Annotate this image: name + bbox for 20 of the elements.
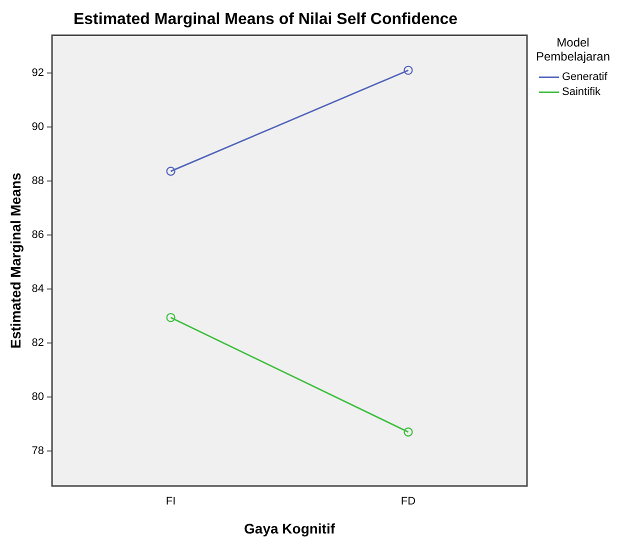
legend-label: Saintifik <box>562 86 602 98</box>
point <box>404 66 413 75</box>
y-tick-label: 88 <box>32 175 44 187</box>
x-axis-title: Gaya Kognitif <box>244 520 336 536</box>
point <box>404 427 413 437</box>
chart-title: Estimated Marginal Means of Nilai Self Confidence <box>73 11 458 28</box>
legend-title: Model Pembelajaran <box>536 36 610 64</box>
y-tick-label: 80 <box>32 390 44 403</box>
y-tick-label: 78 <box>32 444 44 457</box>
y-tick-label: 86 <box>32 228 44 241</box>
point <box>166 312 176 322</box>
x-tick-label: FI <box>166 496 176 508</box>
x-tick-label: FD <box>400 496 416 508</box>
y-tick-label: 82 <box>32 336 44 349</box>
y-axis-title: Estimated Marginal Means <box>7 172 24 349</box>
y-tick-label: 90 <box>32 121 44 134</box>
y-tick-label: 92 <box>32 67 44 80</box>
legend-label: Generatif <box>562 71 608 84</box>
y-tick-label: 84 <box>32 282 44 295</box>
point <box>166 166 176 176</box>
